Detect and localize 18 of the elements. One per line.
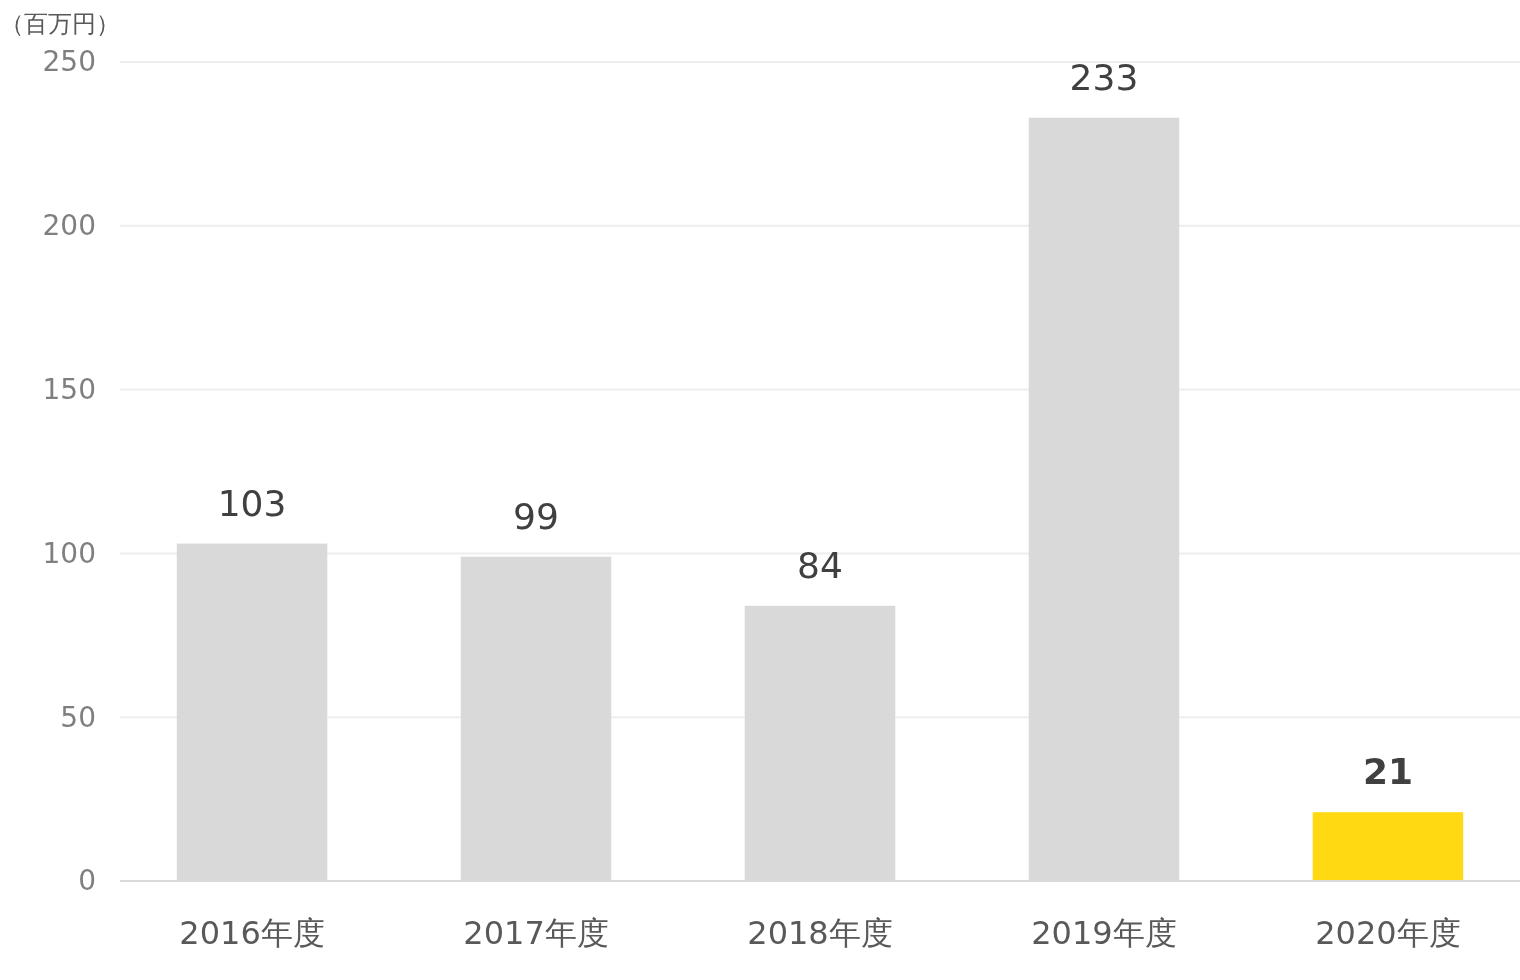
data-label: 99 <box>513 495 559 537</box>
data-label: 84 <box>797 544 843 586</box>
y-tick-label: 150 <box>42 373 96 407</box>
x-tick-label: 2019年度 <box>1031 913 1177 952</box>
y-tick-label: 200 <box>42 209 96 243</box>
bar <box>1312 812 1464 881</box>
y-tick-label: 0 <box>78 864 96 898</box>
data-label: 21 <box>1362 751 1414 793</box>
data-label: 103 <box>217 482 287 524</box>
x-tick-label: 2018年度 <box>747 913 893 952</box>
y-tick-label: 100 <box>42 536 96 570</box>
x-tick-label: 2020年度 <box>1315 913 1461 952</box>
y-axis-title: （百万円） <box>0 10 120 38</box>
y-tick-label: 250 <box>42 45 96 79</box>
x-tick-label: 2016年度 <box>179 913 325 952</box>
data-label: 233 <box>1069 56 1139 98</box>
x-tick-label: 2017年度 <box>463 913 609 952</box>
y-tick-label: 50 <box>60 700 96 734</box>
